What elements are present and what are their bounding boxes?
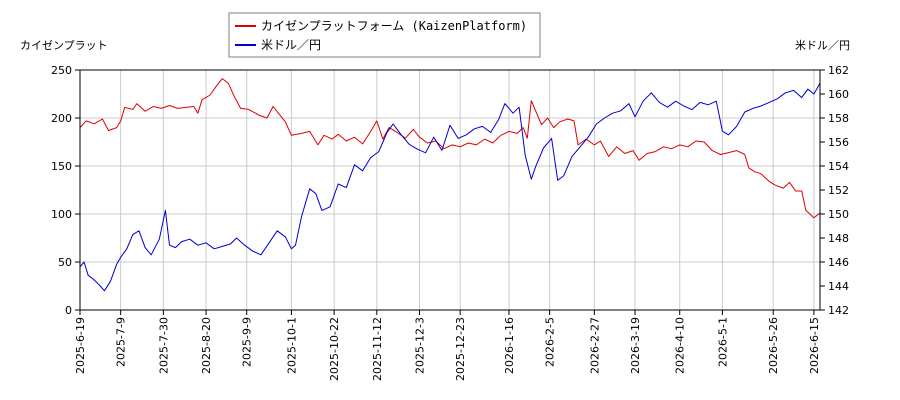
- x-tick-label: 2026-3-19: [629, 317, 642, 374]
- right-tick-label: 142: [828, 304, 849, 317]
- right-axis-title: 米ドル／円: [795, 39, 850, 52]
- left-tick-label: 200: [51, 112, 72, 125]
- left-tick-label: 50: [58, 256, 72, 269]
- right-tick-label: 144: [828, 280, 849, 293]
- left-tick-label: 150: [51, 160, 72, 173]
- legend-box: [228, 12, 541, 58]
- x-axis: 2025-6-19 2025-7-9 2025-7-30 2025-8-20 2025-…: [74, 310, 821, 381]
- x-tick-label: 2025-9-9: [241, 317, 254, 367]
- x-tick-label: 2026-2-27: [588, 317, 601, 374]
- x-tick-label: 2025-7-30: [157, 317, 170, 374]
- right-tick-label: 146: [828, 256, 849, 269]
- right-tick-label: 154: [828, 160, 849, 173]
- left-tick-label: 100: [51, 208, 72, 221]
- plot-frame: [79, 69, 821, 311]
- right-tick-label: 150: [828, 208, 849, 221]
- x-tick-label: 2025-10-22: [328, 317, 341, 381]
- right-tick-label: 158: [828, 112, 849, 125]
- x-tick-label: 2026-6-15: [808, 317, 821, 374]
- series-line-kaizen: [79, 78, 821, 219]
- x-tick-label: 2026-4-10: [674, 317, 687, 374]
- legend-label-kaizen: カイゼンプラットフォーム (KaizenPlatform): [261, 19, 527, 33]
- left-tick-label: 250: [51, 64, 72, 77]
- legend: カイゼンプラットフォーム (KaizenPlatform) 米ドル／円: [228, 12, 541, 58]
- left-axis: 0 50 100 150 200 250: [51, 64, 80, 317]
- right-tick-label: 148: [828, 232, 849, 245]
- x-tick-label: 2025-11-12: [371, 317, 384, 381]
- right-tick-label: 156: [828, 136, 849, 149]
- x-tick-label: 2026-5-26: [767, 317, 780, 374]
- left-axis-title: カイゼンプラット: [20, 39, 108, 52]
- series-layer: [79, 78, 821, 292]
- x-tick-label: 2026-2-5: [544, 317, 557, 367]
- right-tick-label: 152: [828, 184, 849, 197]
- x-tick-label: 2026-1-16: [503, 317, 516, 374]
- right-tick-label: 160: [828, 88, 849, 101]
- legend-label-usdjpy: 米ドル／円: [261, 38, 321, 52]
- x-tick-label: 2025-8-20: [200, 317, 213, 374]
- series-line-usdjpy: [79, 82, 821, 292]
- x-tick-label: 2025-6-19: [74, 317, 87, 374]
- x-tick-label: 2025-12-3: [414, 317, 427, 374]
- x-tick-label: 2025-12-23: [454, 317, 467, 381]
- x-tick-label: 2025-10-1: [285, 317, 298, 374]
- right-axis: 142 144 146 148 150 152 154 156 158 160 162: [820, 64, 849, 317]
- x-tick-label: 2025-7-9: [115, 317, 128, 367]
- right-tick-label: 162: [828, 64, 849, 77]
- grid: [79, 69, 820, 311]
- x-tick-label: 2026-5-1: [716, 317, 729, 367]
- left-tick-label: 0: [65, 304, 72, 317]
